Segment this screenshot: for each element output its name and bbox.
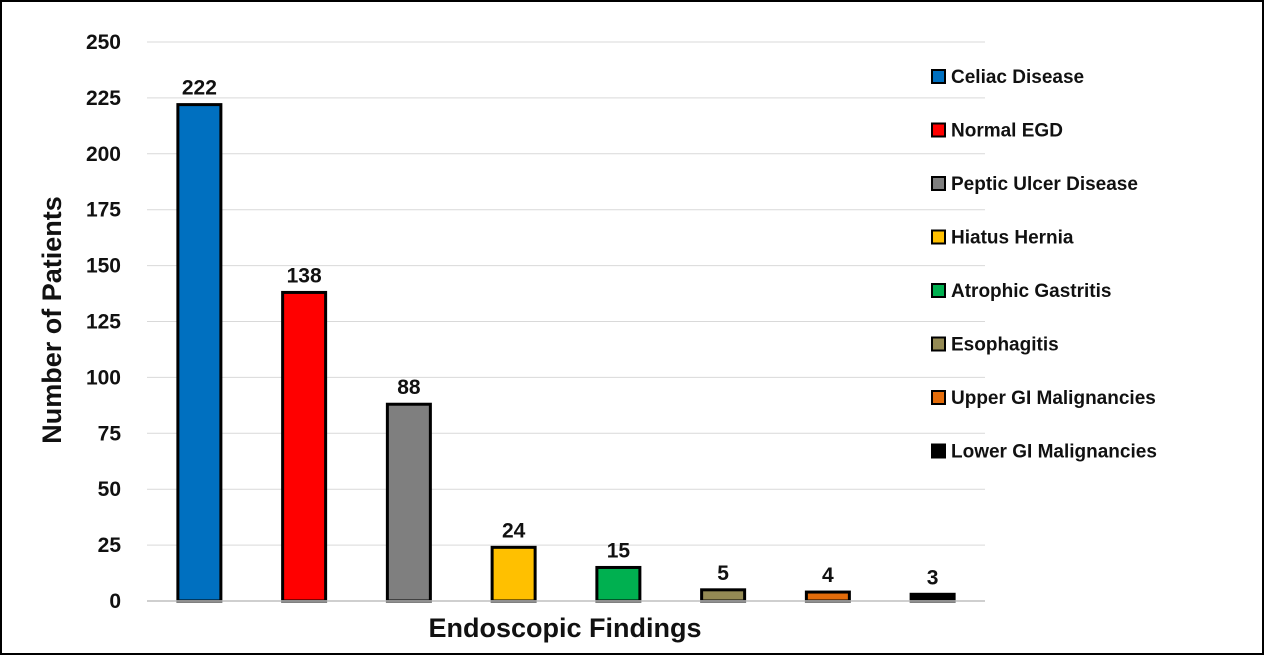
x-axis-title: Endoscopic Findings — [428, 613, 701, 643]
bar — [490, 545, 537, 603]
y-tick-label: 125 — [86, 311, 121, 334]
legend-label: Peptic Ulcer Disease — [951, 174, 1138, 195]
gridlines — [147, 41, 985, 546]
y-tick-label: 225 — [86, 87, 121, 110]
y-tick-label: 25 — [98, 534, 122, 557]
legend-label: Atrophic Gastritis — [951, 281, 1111, 302]
y-tick-label: 175 — [86, 199, 121, 222]
data-label: 15 — [607, 539, 631, 562]
bar — [700, 588, 747, 603]
data-label: 5 — [717, 562, 729, 585]
bar — [595, 565, 642, 603]
y-tick-label: 50 — [98, 478, 121, 501]
legend-swatch — [931, 229, 946, 245]
y-axis-ticks: 0 25 50 75 100 125 150 175 200 225 250 — [86, 31, 121, 613]
data-label: 88 — [397, 376, 421, 399]
bar — [385, 402, 432, 603]
y-tick-label: 0 — [109, 590, 121, 613]
legend-label: Celiac Disease — [951, 67, 1084, 88]
legend-swatch — [931, 283, 946, 298]
bars — [176, 103, 956, 603]
legend-label: Esophagitis — [951, 335, 1059, 356]
bar — [804, 590, 851, 603]
legend-swatch — [931, 122, 946, 138]
legend-swatch — [931, 69, 946, 84]
legend-swatch — [931, 390, 946, 405]
legend-swatch — [931, 443, 946, 459]
data-label: 4 — [822, 564, 834, 587]
legend-label: Hiatus Hernia — [951, 228, 1074, 249]
legend: Celiac Disease Normal EGD Peptic Ulcer Dis… — [931, 67, 1157, 463]
legend-swatch — [931, 336, 946, 352]
legend-swatch — [931, 176, 946, 191]
bar — [176, 103, 223, 603]
bar — [281, 290, 328, 603]
y-tick-label: 200 — [86, 143, 121, 166]
y-tick-label: 150 — [86, 255, 121, 278]
data-label: 3 — [927, 566, 939, 589]
data-label: 222 — [182, 77, 217, 100]
y-tick-label: 100 — [86, 366, 121, 389]
bar — [909, 592, 956, 603]
y-tick-label: 250 — [86, 31, 121, 54]
legend-label: Lower GI Malignancies — [951, 442, 1157, 463]
legend-label: Normal EGD — [951, 121, 1063, 142]
data-label: 24 — [502, 519, 526, 542]
data-label: 138 — [287, 264, 322, 287]
y-tick-label: 75 — [98, 422, 122, 445]
legend-label: Upper GI Malignancies — [951, 388, 1156, 409]
y-axis-title: Number of Patients — [37, 196, 67, 444]
data-labels: 222 138 88 24 15 5 4 3 — [182, 77, 939, 590]
